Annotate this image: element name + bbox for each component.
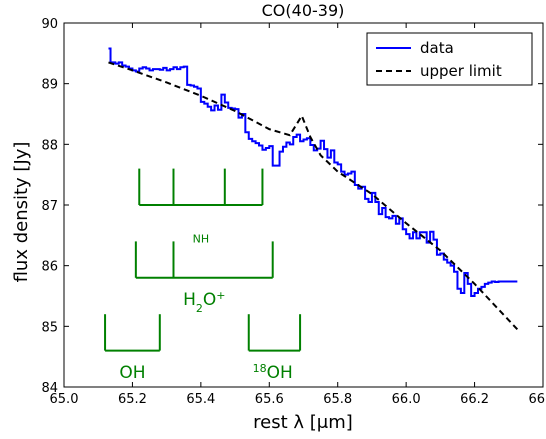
- annotation-label-part: O: [203, 290, 216, 310]
- annotation-group: 18OH: [247, 314, 302, 383]
- x-tick-label: 66.2: [460, 392, 489, 407]
- annotation-label: 18OH: [253, 361, 293, 383]
- y-axis-label: flux density [Jy]: [11, 142, 32, 283]
- legend-label: upper limit: [420, 62, 502, 80]
- y-tick-label: 87: [41, 199, 58, 214]
- annotation-label-part: 18: [253, 361, 267, 374]
- annotation-label: H2O+: [183, 289, 225, 315]
- annotation-label-part: 2: [196, 302, 203, 315]
- annotation-label: OH: [119, 363, 145, 383]
- data-series: [108, 47, 519, 331]
- y-tick-label: 89: [41, 78, 58, 93]
- series-line-1: [108, 61, 519, 331]
- annotation-label: NH: [193, 232, 210, 245]
- annotation-label-part: +: [216, 289, 225, 302]
- chart-legend: data upper limit: [366, 32, 533, 86]
- y-tick-label: 86: [41, 260, 58, 275]
- annotation-label-part: OH: [119, 363, 145, 383]
- y-tick-label: 90: [41, 17, 58, 32]
- annotation-label-part: H: [183, 290, 196, 310]
- annotation-label-part: OH: [267, 363, 293, 383]
- x-axis-label: rest λ [μm]: [253, 412, 353, 433]
- legend-box: [366, 32, 533, 86]
- x-tick-label: 66.0: [392, 392, 421, 407]
- chart-title: CO(40-39): [262, 1, 345, 20]
- annotation-group: H2O+: [134, 241, 274, 315]
- x-tick-label: 65.2: [118, 392, 147, 407]
- legend-label: data: [420, 39, 454, 57]
- annotation-group: NH: [138, 168, 264, 245]
- x-tick-label: 65.0: [50, 392, 79, 407]
- y-tick-label: 88: [41, 138, 58, 153]
- y-tick-label: 84: [41, 381, 58, 396]
- x-tick-label: 65.6: [255, 392, 284, 407]
- x-tick-label: 66.4: [529, 392, 546, 407]
- x-tick-label: 65.8: [323, 392, 352, 407]
- x-tick-label: 65.4: [186, 392, 215, 407]
- y-tick-label: 85: [41, 320, 58, 335]
- series-line-0: [108, 47, 518, 297]
- plot-axes: 65.0 65.2 65.4 65.6 65.8 66.0 66.2 66.4 84 85 86 87…: [41, 17, 546, 407]
- annotation-group: OH: [104, 314, 161, 383]
- annotation-label-part: NH: [193, 232, 210, 245]
